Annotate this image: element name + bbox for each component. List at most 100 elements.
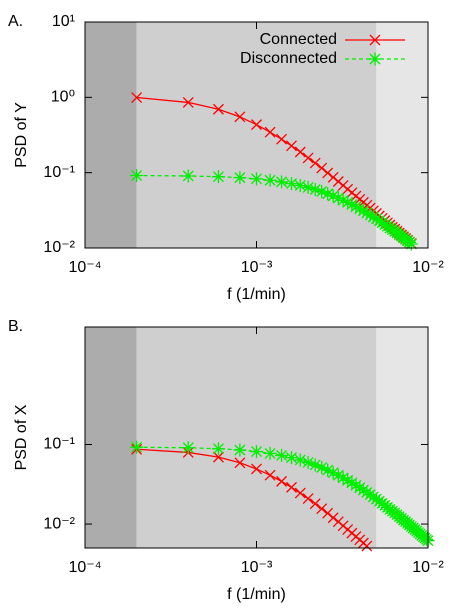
data-point (356, 204, 370, 218)
data-point (315, 460, 329, 474)
data-point (327, 171, 339, 183)
data-point (336, 193, 350, 207)
data-point (369, 212, 383, 226)
y-tick-label: 10⁻¹ (43, 164, 75, 181)
y-tick-label: 10⁻² (43, 239, 75, 256)
data-point (322, 167, 334, 179)
data-point (276, 475, 288, 487)
data-point (308, 182, 322, 196)
data-point (363, 208, 377, 222)
legend-label: Connected (260, 31, 337, 48)
data-point (263, 173, 277, 187)
data-point (234, 111, 246, 123)
data-point (353, 481, 367, 495)
data-point (211, 442, 225, 456)
data-point (130, 169, 144, 183)
data-point (322, 507, 334, 519)
data-point (336, 471, 350, 485)
data-point (366, 490, 380, 504)
panel-label: B. (8, 318, 23, 335)
data-point (212, 103, 224, 115)
x-tick-label: 10⁻² (412, 559, 444, 576)
data-point (360, 485, 374, 499)
data-point (131, 92, 143, 103)
y-axis-label: PSD of Y (13, 102, 30, 168)
data-point (130, 440, 144, 454)
x-axis-label: f (1/min) (227, 586, 286, 603)
data-point (286, 140, 297, 152)
legend-label: Disconnected (240, 50, 337, 67)
data-point (356, 483, 370, 497)
data-point (181, 441, 195, 455)
data-point (366, 210, 380, 224)
data-point (234, 457, 246, 469)
shaded-band (85, 327, 137, 548)
data-point (294, 487, 306, 499)
data-point (302, 152, 314, 164)
y-tick-label: 10⁻² (43, 515, 75, 532)
data-point (309, 157, 321, 169)
data-point (264, 469, 276, 481)
x-axis-label: f (1/min) (227, 286, 286, 303)
x-tick-label: 10⁻³ (241, 559, 273, 576)
data-point (345, 198, 359, 212)
x-tick-label: 10⁻³ (241, 259, 273, 276)
data-point (349, 478, 363, 492)
data-point (326, 189, 340, 203)
data-point (250, 445, 263, 459)
data-point (251, 463, 262, 475)
data-point (309, 498, 321, 510)
data-point (275, 175, 289, 189)
data-point (404, 237, 418, 251)
data-point (345, 476, 359, 490)
data-point (276, 133, 288, 145)
data-point (293, 453, 307, 467)
x-tick-label: 10⁻⁴ (68, 559, 101, 576)
data-point (326, 466, 340, 480)
data-point (301, 180, 315, 194)
x-tick-label: 10⁻⁴ (68, 259, 101, 276)
shaded-band (85, 22, 137, 248)
x-tick-label: 10⁻² (412, 259, 444, 276)
data-point (286, 481, 297, 493)
y-tick-label: 10⁻¹ (43, 436, 75, 453)
data-point (211, 170, 225, 184)
data-point (233, 443, 247, 457)
data-point (341, 473, 355, 487)
data-point (302, 493, 314, 505)
data-point (316, 503, 328, 515)
y-tick-label: 10⁰ (51, 89, 75, 106)
data-point (327, 512, 339, 524)
data-point (294, 146, 306, 158)
shaded-band (136, 22, 377, 248)
data-point (212, 451, 224, 463)
plot-frame (84, 326, 429, 549)
data-point (251, 119, 262, 131)
y-axis-label: PSD of X (13, 404, 30, 470)
data-point (341, 195, 355, 209)
data-point (182, 96, 194, 108)
data-point (316, 162, 328, 174)
data-point (331, 468, 345, 482)
legend-marker (368, 52, 382, 66)
data-point (361, 540, 373, 552)
data-point (301, 455, 315, 469)
data-point (308, 458, 322, 472)
data-point (353, 202, 367, 216)
data-point (321, 187, 335, 201)
data-point (275, 448, 289, 462)
data-point (315, 185, 329, 199)
data-point (181, 169, 195, 183)
shaded-band (376, 22, 428, 248)
plot-frame (84, 21, 429, 249)
data-point (263, 446, 277, 460)
data-point (285, 177, 299, 191)
data-point (293, 178, 307, 192)
data-point (360, 206, 374, 220)
panel-label: A. (8, 13, 23, 30)
data-point (285, 451, 299, 465)
data-point (331, 191, 345, 205)
data-point (250, 172, 263, 186)
